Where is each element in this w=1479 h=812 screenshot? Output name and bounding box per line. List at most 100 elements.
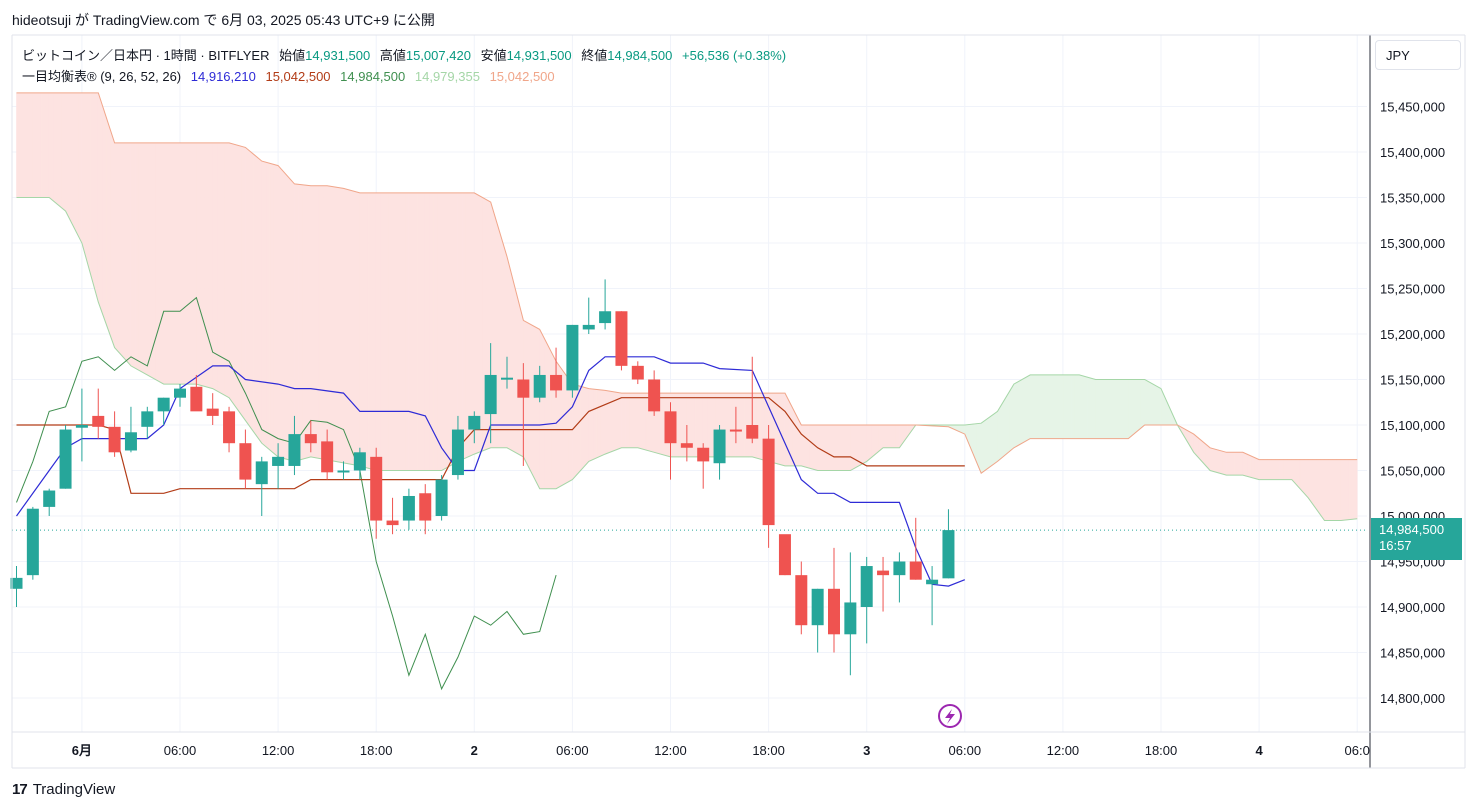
lightning-icon[interactable] (938, 704, 962, 728)
cloud-segment (179, 142, 185, 385)
cloud-segment (780, 392, 786, 467)
cloud-segment (1005, 389, 1011, 456)
candle-body (353, 452, 366, 471)
low-label: 安値 (480, 48, 507, 63)
time-tick-label: 06:00 (164, 743, 197, 758)
cloud-segment (837, 424, 843, 471)
cloud-segment (1258, 459, 1264, 480)
candle-body (909, 561, 922, 580)
candle-body (402, 495, 415, 521)
open-value: 14,931,500 (305, 48, 371, 63)
cloud-segment (1168, 406, 1174, 426)
price-tick-label: 15,300,000 (1380, 236, 1445, 251)
cloud-segment (1328, 459, 1333, 521)
footer-brand[interactable]: 17 TradingView (12, 781, 115, 798)
candle-body (304, 434, 317, 444)
cloud-segment (1148, 381, 1154, 426)
cloud-segment (388, 192, 393, 471)
cloud-segment (183, 142, 189, 385)
cloud-segment (408, 192, 414, 471)
candle-body (43, 490, 56, 507)
time-tick-label: 12:00 (654, 743, 687, 758)
candle-body (157, 397, 170, 412)
cloud-segment (20, 92, 25, 198)
change-value: +56,536 (+0.38%) (682, 48, 787, 63)
price-tick-label: 15,250,000 (1380, 282, 1445, 297)
candle-body (713, 429, 726, 464)
cloud-segment (1152, 383, 1158, 426)
cloud-segment (784, 393, 790, 467)
candle-body (75, 425, 88, 428)
cloud-segment (805, 424, 810, 469)
cloud-segment (890, 424, 896, 449)
candle-body (468, 415, 481, 430)
candle-body (370, 456, 383, 521)
cloud-segment (1287, 459, 1293, 480)
cloud-segment (731, 392, 737, 458)
cloud-segment (326, 185, 332, 462)
cloud-segment (285, 173, 291, 461)
cloud-segment (85, 92, 91, 273)
cloud-segment (167, 142, 173, 385)
cloud-segment (351, 190, 357, 466)
cloud-segment (44, 92, 50, 198)
time-tick-label: 06:0 (1345, 743, 1370, 758)
cloud-segment (989, 413, 994, 468)
cloud-segment (473, 192, 479, 455)
open-label: 始値 (279, 48, 306, 63)
cloud-segment (907, 424, 912, 438)
cloud-segment (1320, 459, 1325, 522)
cloud-segment (1348, 459, 1354, 520)
currency-button[interactable]: JPY (1375, 40, 1461, 70)
symbol-legend[interactable]: ビットコイン／日本円 · 1時間 · BITFLYER 始値14,931,500… (22, 45, 792, 64)
cloud-segment (1123, 379, 1129, 439)
cloud-segment (739, 392, 745, 458)
cloud-segment (617, 392, 622, 450)
cloud-segment (445, 192, 451, 469)
candle-body (631, 365, 644, 380)
cloud-segment (77, 92, 83, 244)
cloud-segment (1128, 379, 1133, 440)
cloud-segment (1083, 375, 1088, 439)
candle-body (190, 386, 203, 412)
cloud-segment (155, 142, 160, 383)
price-tick-label: 14,850,000 (1380, 646, 1445, 661)
cloud-segment (1213, 448, 1219, 474)
cloud-segment (343, 188, 348, 465)
cloud-segment (1332, 459, 1338, 521)
time-tick-label: 18:00 (752, 743, 785, 758)
indicator-legend[interactable]: 一目均衡表® (9, 26, 52, 26) 14,916,210 15,042… (22, 66, 561, 85)
cloud-segment (829, 424, 835, 471)
cloud-segment (375, 192, 381, 471)
cloud-segment (1217, 449, 1223, 475)
high-value: 15,007,420 (405, 48, 471, 63)
cloud-segment (825, 424, 831, 471)
cloud-segment (122, 142, 128, 363)
cloud-segment (608, 390, 614, 453)
tradingview-logo-icon: 17 (12, 781, 28, 798)
cloud-segment (89, 92, 95, 288)
kijun-value: 15,042,500 (265, 69, 331, 84)
cloud-segment (1279, 459, 1284, 480)
last-price-value: 14,984,500 (1379, 522, 1445, 537)
cloud-segment (134, 142, 140, 371)
cloud-segment (706, 392, 712, 458)
cloud-segment (65, 92, 70, 220)
cloud-segment (81, 92, 87, 258)
cloud-segment (97, 92, 103, 314)
cloud-segment (277, 164, 283, 459)
cloud-segment (1222, 450, 1227, 476)
cloud-segment (16, 92, 21, 198)
tenkan-value: 14,916,210 (190, 69, 256, 84)
cloud-segment (453, 192, 459, 465)
cloud-segment (281, 169, 287, 460)
cloud-segment (339, 187, 344, 464)
candle-body (239, 443, 252, 480)
chart-axes (11, 34, 1466, 769)
cloud-segment (1021, 376, 1027, 444)
close-label: 終値 (581, 48, 608, 63)
cloud-segment (498, 229, 504, 449)
cloud-segment (1316, 459, 1321, 516)
cloud-segment (858, 424, 863, 467)
